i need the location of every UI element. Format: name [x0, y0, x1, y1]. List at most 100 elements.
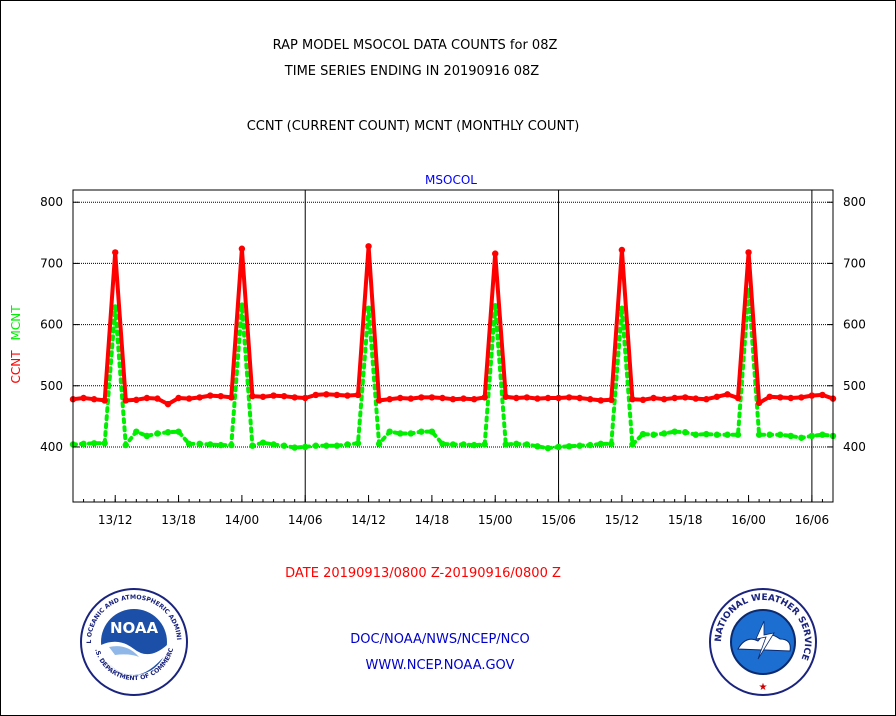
point-ccnt	[576, 394, 583, 402]
point-ccnt	[397, 394, 404, 402]
point-ccnt	[164, 400, 172, 408]
point-ccnt	[312, 391, 319, 399]
point-ccnt	[249, 392, 256, 400]
point-mcnt	[386, 428, 393, 435]
point-ccnt	[207, 392, 214, 399]
point-ccnt	[238, 245, 246, 252]
point-ccnt	[386, 396, 393, 403]
noaa-logo: NATIONAL OCEANIC AND ATMOSPHERIC ADMINIS…	[79, 587, 188, 696]
point-mcnt	[164, 429, 172, 436]
point-mcnt	[175, 428, 182, 435]
point-ccnt	[534, 395, 541, 402]
point-mcnt	[143, 432, 151, 440]
point-ccnt	[798, 394, 805, 401]
point-mcnt	[713, 431, 721, 438]
point-ccnt	[819, 391, 826, 399]
point-mcnt	[439, 440, 446, 448]
point-ccnt	[639, 396, 647, 404]
x-tick-label: 13/12	[98, 513, 133, 527]
point-ccnt	[375, 397, 383, 404]
point-ccnt	[217, 392, 224, 400]
point-mcnt	[777, 431, 784, 438]
point-mcnt	[724, 431, 731, 438]
point-ccnt	[650, 394, 657, 402]
series-line-ccnt	[71, 244, 835, 407]
point-ccnt	[196, 394, 203, 401]
point-ccnt	[80, 394, 87, 402]
point-ccnt	[481, 394, 488, 401]
chart-subtitle: CCNT (CURRENT COUNT) MCNT (MONTHLY COUNT…	[246, 119, 580, 134]
nws-star-icon: ★	[759, 682, 768, 693]
point-mcnt	[354, 440, 362, 447]
point-ccnt	[523, 394, 531, 401]
point-ccnt	[734, 394, 742, 402]
point-mcnt	[629, 441, 636, 448]
y-tick-label-left: 700	[40, 256, 63, 270]
point-mcnt	[481, 441, 488, 448]
point-mcnt	[618, 305, 626, 312]
chart-title: MSOCOL	[425, 173, 477, 187]
point-mcnt	[259, 439, 267, 446]
point-mcnt	[523, 441, 531, 448]
point-mcnt	[808, 432, 816, 440]
series-layer	[69, 243, 837, 452]
point-mcnt	[587, 441, 594, 449]
point-mcnt	[80, 440, 87, 448]
point-mcnt	[397, 430, 404, 437]
point-mcnt	[639, 430, 647, 438]
point-ccnt	[492, 250, 499, 257]
point-mcnt	[513, 440, 520, 448]
point-mcnt	[185, 440, 193, 448]
point-mcnt	[228, 441, 235, 449]
point-ccnt	[185, 395, 193, 402]
point-ccnt	[660, 396, 668, 403]
point-mcnt	[819, 431, 826, 438]
y-tick-label-right: 400	[843, 440, 866, 454]
point-ccnt	[777, 394, 784, 401]
title-line-2: TIME SERIES ENDING IN 20190916 08Z	[284, 64, 540, 79]
point-ccnt	[175, 394, 182, 402]
y-tick-label-right: 800	[843, 195, 866, 209]
point-mcnt	[787, 432, 794, 440]
point-ccnt	[90, 396, 98, 403]
point-ccnt	[808, 392, 816, 399]
point-mcnt	[418, 428, 425, 435]
point-mcnt	[608, 440, 615, 448]
point-mcnt	[682, 429, 689, 436]
point-mcnt	[122, 441, 129, 449]
point-mcnt	[755, 431, 763, 438]
point-ccnt	[291, 394, 298, 401]
x-tick-label: 15/18	[668, 513, 703, 527]
point-ccnt	[439, 394, 446, 402]
point-ccnt	[692, 395, 699, 402]
point-ccnt	[143, 394, 151, 402]
x-tick-label: 14/12	[351, 513, 386, 527]
x-tick-label: 16/00	[731, 513, 766, 527]
point-ccnt	[302, 394, 309, 402]
point-mcnt	[544, 444, 552, 452]
point-mcnt	[291, 444, 298, 451]
point-ccnt	[418, 394, 425, 401]
point-mcnt	[312, 442, 319, 449]
point-mcnt	[196, 440, 203, 448]
footer-url[interactable]: WWW.NCEP.NOAA.GOV	[365, 658, 515, 673]
point-mcnt	[692, 431, 699, 438]
point-mcnt	[492, 303, 499, 310]
point-ccnt	[101, 397, 108, 404]
point-ccnt	[323, 391, 330, 398]
nws-logo: NATIONAL WEATHER SERVICE ★	[709, 588, 817, 696]
y-tick-label-left: 800	[40, 195, 63, 209]
point-mcnt	[154, 430, 161, 437]
point-mcnt	[90, 440, 98, 447]
point-mcnt	[217, 441, 224, 449]
point-mcnt	[650, 431, 657, 438]
point-mcnt	[333, 442, 341, 449]
point-mcnt	[703, 430, 710, 438]
point-mcnt	[249, 442, 256, 449]
point-ccnt	[513, 394, 520, 402]
point-ccnt	[228, 394, 235, 401]
point-ccnt	[333, 391, 341, 399]
point-ccnt	[460, 395, 467, 402]
y-tick-label-left: 500	[40, 379, 63, 393]
x-tick-label: 15/06	[541, 513, 576, 527]
